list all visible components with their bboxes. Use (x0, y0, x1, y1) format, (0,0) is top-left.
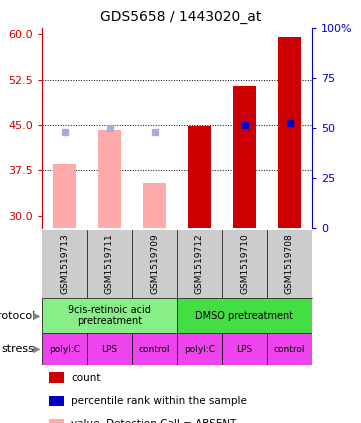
Text: percentile rank within the sample: percentile rank within the sample (71, 396, 247, 406)
Bar (132, 333, 177, 365)
Bar (278, 37, 301, 228)
Bar (42, 230, 87, 298)
Text: GSM1519712: GSM1519712 (195, 233, 204, 294)
Bar (53, 165, 76, 228)
Bar (222, 230, 267, 298)
Text: 9cis-retinoic acid
pretreatment: 9cis-retinoic acid pretreatment (68, 305, 151, 326)
Text: GSM1519711: GSM1519711 (105, 233, 114, 294)
Bar (177, 333, 222, 365)
Bar (143, 183, 166, 228)
Text: value, Detection Call = ABSENT: value, Detection Call = ABSENT (71, 419, 236, 423)
Bar (132, 230, 177, 298)
Text: polyI:C: polyI:C (49, 344, 80, 354)
Bar (98, 130, 121, 228)
Bar (177, 230, 222, 298)
Text: control: control (139, 344, 170, 354)
Text: control: control (274, 344, 305, 354)
Text: GSM1519709: GSM1519709 (150, 233, 159, 294)
Text: GSM1519708: GSM1519708 (285, 233, 294, 294)
Bar (87, 230, 132, 298)
Text: LPS: LPS (236, 344, 253, 354)
Text: GSM1519710: GSM1519710 (240, 233, 249, 294)
Text: count: count (71, 373, 100, 383)
Text: GSM1519713: GSM1519713 (60, 233, 69, 294)
Text: LPS: LPS (101, 344, 118, 354)
Bar (87, 333, 132, 365)
Bar (42, 298, 177, 333)
Text: protocol: protocol (0, 310, 35, 321)
Text: DMSO pretreatment: DMSO pretreatment (195, 310, 293, 321)
Text: polyI:C: polyI:C (184, 344, 215, 354)
Bar (188, 126, 211, 228)
Bar (267, 230, 312, 298)
Text: GDS5658 / 1443020_at: GDS5658 / 1443020_at (100, 10, 261, 24)
Text: stress: stress (2, 344, 35, 354)
Bar (42, 333, 87, 365)
Text: ▶: ▶ (33, 344, 40, 354)
Bar (267, 333, 312, 365)
Text: ▶: ▶ (33, 310, 40, 321)
Bar (233, 85, 256, 228)
Bar (222, 333, 267, 365)
Bar (177, 298, 312, 333)
